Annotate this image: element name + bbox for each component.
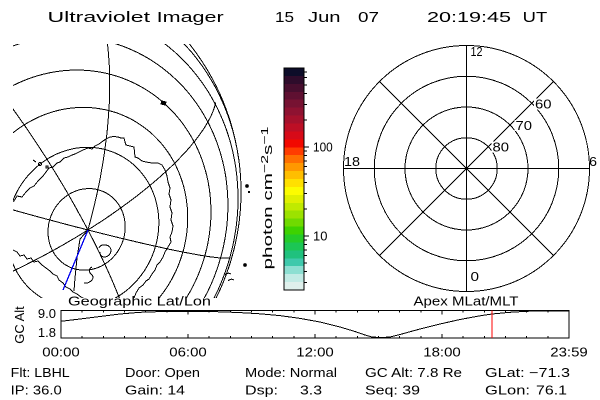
svg-text:GLon:: GLon:	[485, 382, 530, 397]
svg-text:6: 6	[589, 154, 597, 169]
svg-text:07: 07	[358, 10, 379, 26]
svg-text:Jun: Jun	[308, 10, 341, 26]
svg-text:Seq: 39: Seq: 39	[365, 382, 420, 397]
svg-text:12: 12	[471, 44, 483, 59]
svg-text:20:19:45: 20:19:45	[427, 10, 511, 26]
svg-text:10: 10	[313, 229, 327, 244]
svg-text:100: 100	[313, 140, 333, 155]
svg-text:UT: UT	[523, 10, 548, 26]
svg-text:Door: Open: Door: Open	[125, 365, 200, 380]
svg-text:06:00: 06:00	[169, 345, 207, 360]
svg-text:Ultraviolet: Ultraviolet	[48, 10, 151, 26]
svg-text:00:00: 00:00	[42, 345, 80, 360]
svg-text:IP: 36.0: IP: 36.0	[11, 382, 62, 397]
svg-text:0: 0	[471, 269, 480, 284]
svg-text:GC Alt: GC Alt	[12, 306, 27, 344]
svg-text:80: 80	[493, 140, 510, 155]
svg-text:Flt: LBHL: Flt: LBHL	[11, 365, 70, 380]
svg-text:1.8: 1.8	[38, 325, 56, 340]
svg-text:Imager: Imager	[157, 10, 224, 26]
svg-text:9.0: 9.0	[38, 306, 56, 321]
svg-text:3.3: 3.3	[300, 382, 322, 397]
svg-text:60: 60	[535, 97, 552, 112]
svg-text:Apex MLat/MLT: Apex MLat/MLT	[414, 294, 519, 309]
svg-text:18: 18	[344, 154, 360, 169]
svg-text:Geographic Lat/Lon: Geographic Lat/Lon	[68, 294, 211, 309]
svg-text:Dsp:: Dsp:	[245, 382, 278, 397]
svg-text:GLat: −71.3: GLat: −71.3	[485, 365, 570, 380]
svg-text:GC Alt: 7.8 Re: GC Alt: 7.8 Re	[365, 365, 462, 380]
svg-text:Mode: Normal: Mode: Normal	[245, 365, 337, 380]
svg-text:Gain: 14: Gain: 14	[125, 382, 185, 397]
svg-text:12:00: 12:00	[296, 345, 334, 360]
svg-text:70: 70	[516, 118, 533, 133]
svg-text:76.1: 76.1	[536, 382, 567, 397]
svg-text:photon cm−2s−1: photon cm−2s−1	[260, 126, 275, 270]
svg-text:18:00: 18:00	[423, 345, 461, 360]
svg-text:15: 15	[275, 10, 294, 26]
svg-text:23:59: 23:59	[550, 345, 588, 360]
